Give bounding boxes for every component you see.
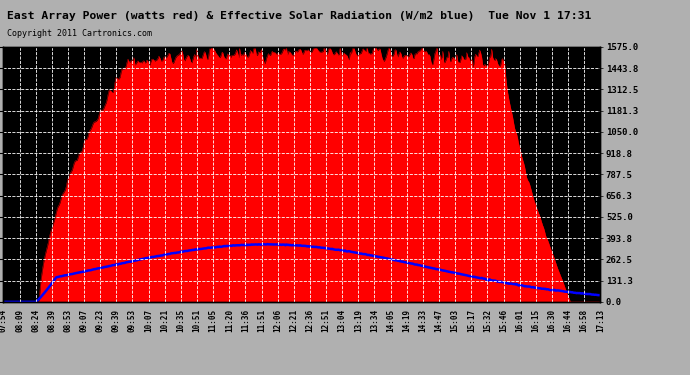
Text: 17:13: 17:13: [595, 309, 605, 333]
Text: 13:34: 13:34: [370, 309, 379, 333]
Text: 09:53: 09:53: [128, 309, 137, 333]
Text: 11:20: 11:20: [225, 309, 234, 333]
Text: 12:21: 12:21: [289, 309, 298, 333]
Text: 07:54: 07:54: [0, 309, 8, 333]
Text: 16:58: 16:58: [580, 309, 589, 333]
Text: 08:53: 08:53: [63, 309, 72, 333]
Text: 13:04: 13:04: [337, 309, 346, 333]
Text: 13:19: 13:19: [354, 309, 363, 333]
Text: 08:09: 08:09: [15, 309, 24, 333]
Text: 15:03: 15:03: [451, 309, 460, 333]
Text: 16:44: 16:44: [564, 309, 573, 333]
Text: 11:36: 11:36: [241, 309, 250, 333]
Text: 11:05: 11:05: [208, 309, 217, 333]
Text: 10:35: 10:35: [177, 309, 186, 333]
Text: East Array Power (watts red) & Effective Solar Radiation (W/m2 blue)  Tue Nov 1 : East Array Power (watts red) & Effective…: [7, 11, 591, 21]
Text: 14:47: 14:47: [435, 309, 444, 333]
Text: 16:01: 16:01: [515, 309, 524, 333]
Text: 15:32: 15:32: [483, 309, 492, 333]
Text: 14:19: 14:19: [402, 309, 411, 333]
Text: 10:07: 10:07: [144, 309, 153, 333]
Text: 08:39: 08:39: [48, 309, 57, 333]
Text: Copyright 2011 Cartronics.com: Copyright 2011 Cartronics.com: [7, 29, 152, 38]
Text: 08:24: 08:24: [31, 309, 40, 333]
Text: 09:23: 09:23: [96, 309, 105, 333]
Text: 12:36: 12:36: [306, 309, 315, 333]
Text: 12:06: 12:06: [273, 309, 282, 333]
Text: 09:39: 09:39: [112, 309, 121, 333]
Text: 09:07: 09:07: [79, 309, 88, 333]
Text: 11:51: 11:51: [257, 309, 266, 333]
Text: 16:15: 16:15: [531, 309, 540, 333]
Text: 14:05: 14:05: [386, 309, 395, 333]
Text: 10:51: 10:51: [193, 309, 201, 333]
Text: 15:46: 15:46: [499, 309, 508, 333]
Text: 14:33: 14:33: [418, 309, 427, 333]
Text: 12:51: 12:51: [322, 309, 331, 333]
Text: 10:21: 10:21: [160, 309, 169, 333]
Text: 16:30: 16:30: [547, 309, 556, 333]
Text: 15:17: 15:17: [466, 309, 475, 333]
